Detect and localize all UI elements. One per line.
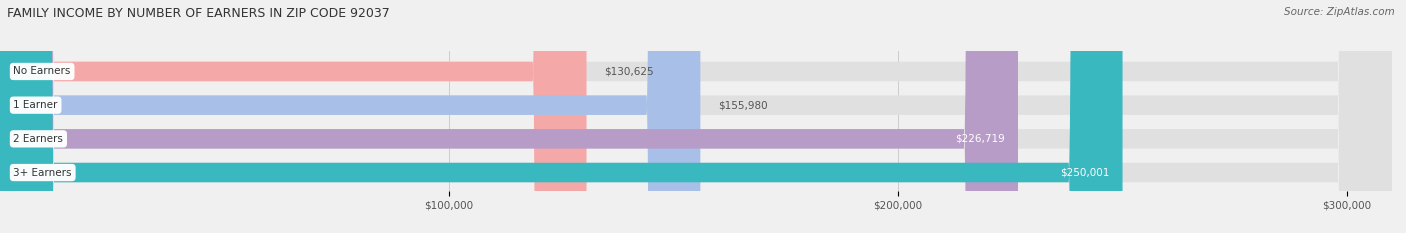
Text: No Earners: No Earners bbox=[14, 66, 70, 76]
FancyBboxPatch shape bbox=[0, 0, 700, 233]
Text: 1 Earner: 1 Earner bbox=[14, 100, 58, 110]
Text: 2 Earners: 2 Earners bbox=[14, 134, 63, 144]
Text: $155,980: $155,980 bbox=[718, 100, 768, 110]
FancyBboxPatch shape bbox=[0, 0, 1122, 233]
Text: 3+ Earners: 3+ Earners bbox=[14, 168, 72, 178]
FancyBboxPatch shape bbox=[0, 0, 586, 233]
Text: Source: ZipAtlas.com: Source: ZipAtlas.com bbox=[1284, 7, 1395, 17]
Text: $226,719: $226,719 bbox=[955, 134, 1004, 144]
FancyBboxPatch shape bbox=[0, 0, 1018, 233]
Text: $130,625: $130,625 bbox=[605, 66, 654, 76]
Text: FAMILY INCOME BY NUMBER OF EARNERS IN ZIP CODE 92037: FAMILY INCOME BY NUMBER OF EARNERS IN ZI… bbox=[7, 7, 389, 20]
Text: $250,001: $250,001 bbox=[1060, 168, 1109, 178]
